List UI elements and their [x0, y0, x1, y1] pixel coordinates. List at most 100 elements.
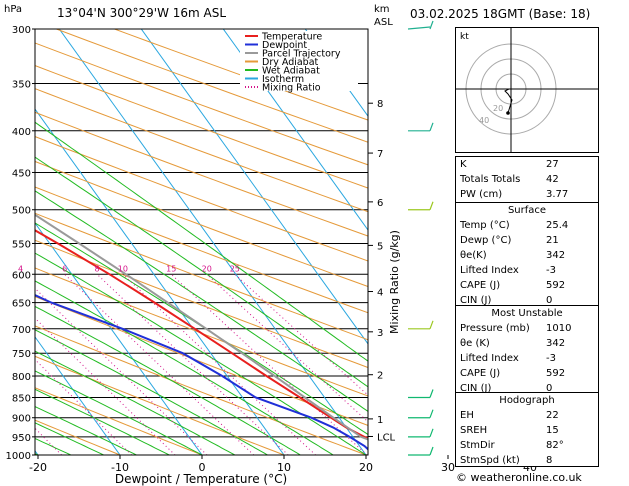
table-row: SREH 15	[456, 423, 598, 438]
legend-label: Temperature	[261, 32, 322, 43]
pressure-unit-label: hPa	[4, 4, 22, 15]
height-tick-label: 2	[377, 371, 383, 382]
wet-adiabat-line	[35, 453, 39, 455]
row-key: CAPE (J)	[460, 368, 501, 379]
table-row: StmSpd (kt) 8	[456, 453, 598, 468]
temperature-tick-label: 30	[441, 461, 455, 474]
row-value: 22	[546, 410, 559, 421]
hodograph-panel: kt 20 40	[455, 27, 599, 153]
row-value: -3	[546, 265, 556, 276]
table-row: Totals Totals 42	[456, 172, 598, 187]
most-unstable-title: Most Unstable	[491, 308, 563, 319]
table-row: Temp (°C) 25.4	[456, 218, 598, 233]
pressure-tick-label: 950	[12, 433, 31, 444]
pressure-tick-label: 350	[12, 80, 31, 91]
mixing-ratio-line	[35, 358, 132, 455]
height-tick-label: LCL	[377, 432, 396, 443]
mixing-ratio-label: 8	[95, 264, 100, 273]
table-row: CIN (J) 0	[456, 381, 598, 396]
table-row: K 27	[456, 157, 598, 172]
wet-adiabat-line	[35, 305, 301, 455]
mixing-ratio-label: 15	[166, 264, 176, 273]
row-value: 592	[546, 368, 566, 379]
isotherm-line	[58, 29, 367, 455]
pressure-tick-label: 300	[12, 25, 31, 36]
table-row: StmDir 82°	[456, 438, 598, 453]
row-key: StmDir	[460, 440, 495, 451]
series-line-temperature	[35, 229, 368, 440]
row-key: θe (K)	[460, 338, 490, 349]
row-key: Temp (°C)	[460, 220, 510, 231]
height-tick-label: 4	[377, 288, 383, 299]
wind-barb-flag	[429, 446, 434, 456]
table-row: Dewp (°C) 21	[456, 233, 598, 248]
dry-adiabat-line	[35, 212, 368, 341]
wet-adiabat-line	[35, 156, 368, 388]
dry-adiabat-line	[35, 64, 368, 189]
row-key: Totals Totals	[460, 174, 521, 185]
dry-adiabat-line	[35, 387, 204, 455]
table-row: θe (K) 342	[456, 336, 598, 351]
pressure-tick-label: 1000	[6, 451, 31, 462]
height-tick-label: 8	[377, 99, 383, 110]
row-value: 592	[546, 280, 566, 291]
height-tick-label: 3	[377, 328, 383, 339]
mixing-ratio-label: 25	[230, 264, 240, 273]
dry-adiabat-line	[35, 267, 368, 397]
row-key: CAPE (J)	[460, 280, 501, 291]
hodograph-ring-label: 20	[493, 104, 503, 113]
pressure-tick-label: 550	[12, 239, 31, 250]
wind-barb-flag	[429, 409, 434, 418]
table-row: Lifted Index -3	[456, 351, 598, 366]
row-value: 82°	[546, 440, 564, 451]
hodograph-point	[506, 111, 510, 115]
pressure-tick-label: 700	[12, 325, 31, 336]
row-key: Lifted Index	[460, 353, 519, 364]
pressure-tick-label: 750	[12, 349, 31, 360]
mixing-ratio-line	[96, 273, 289, 455]
height-unit-asl: ASL	[374, 17, 393, 28]
wind-barb-flag	[429, 122, 434, 132]
row-value: 342	[546, 250, 566, 261]
row-key: EH	[460, 410, 474, 421]
pressure-tick-label: 800	[12, 372, 31, 383]
wet-adiabat-line	[35, 388, 170, 455]
surface-title: Surface	[507, 205, 547, 216]
row-value: 342	[546, 338, 566, 349]
hodograph-unit: kt	[460, 32, 469, 42]
row-value: 3.77	[546, 189, 569, 200]
wind-barb	[407, 26, 431, 30]
dry-adiabat-line	[35, 111, 368, 237]
table-row: Pressure (mb) 1010	[456, 321, 598, 336]
wind-barb-flag	[429, 389, 434, 398]
pressure-tick-label: 650	[12, 299, 31, 310]
legend-label: Mixing Ratio	[262, 83, 321, 94]
row-key: θe(K)	[460, 250, 487, 261]
row-value: -3	[546, 353, 556, 364]
table-row: CAPE (J) 592	[456, 366, 598, 381]
location-title: 13°04'N 300°29'W 16m ASL	[57, 6, 226, 20]
legend-label: Isotherm	[262, 74, 304, 85]
series-line-parcel-trajectory	[35, 213, 368, 441]
dry-adiabat-line	[35, 239, 368, 369]
isotherm-line	[35, 108, 285, 455]
wet-adiabat-line	[35, 121, 368, 362]
wind-barb-flag	[429, 428, 434, 438]
wet-adiabat-line	[35, 329, 268, 455]
row-key: StmSpd (kt)	[460, 455, 520, 466]
row-value: 27	[546, 159, 559, 170]
row-value: 1010	[546, 323, 572, 334]
row-key: CIN (J)	[460, 295, 492, 306]
table-row: CAPE (J) 592	[456, 278, 598, 293]
dry-adiabat-line	[35, 186, 368, 314]
row-key: Lifted Index	[460, 265, 519, 276]
legend-label: Dry Adiabat	[262, 57, 319, 68]
mixing-ratio-label: 4	[18, 264, 23, 273]
pressure-tick-label: 600	[12, 270, 31, 281]
wind-barb-flag	[429, 20, 434, 30]
dry-adiabat-line	[113, 29, 368, 121]
dry-adiabat-line	[35, 88, 368, 213]
hodograph-plot: kt 20 40	[456, 28, 598, 152]
row-key: SREH	[460, 425, 488, 436]
